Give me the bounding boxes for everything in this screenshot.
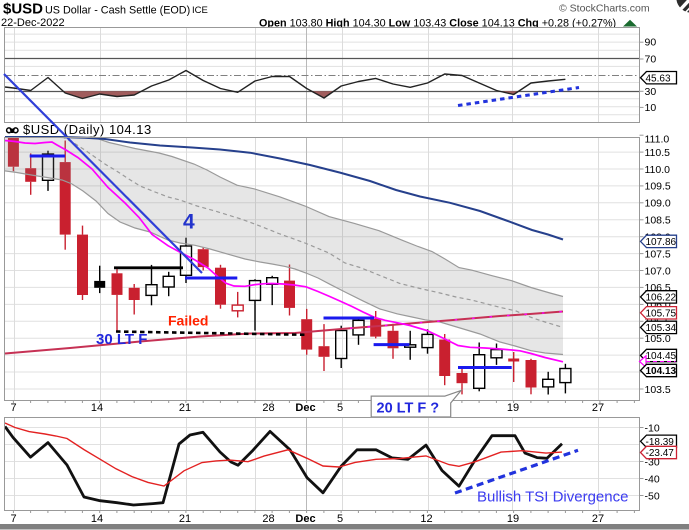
svg-text:30: 30 <box>645 86 657 98</box>
svg-text:US Dollar - Cash Settle (EOD): US Dollar - Cash Settle (EOD) <box>45 5 190 17</box>
svg-text:14: 14 <box>91 402 103 414</box>
svg-text:103.5: 103.5 <box>645 384 671 396</box>
svg-text:-18.39: -18.39 <box>646 437 675 448</box>
svg-text:7: 7 <box>10 402 16 414</box>
svg-text:10: 10 <box>645 102 657 114</box>
svg-text:21: 21 <box>179 402 191 414</box>
svg-text:28: 28 <box>262 513 274 525</box>
svg-text:© StockCharts.com: © StockCharts.com <box>559 3 650 15</box>
svg-text:22-Dec-2022: 22-Dec-2022 <box>1 17 65 29</box>
svg-text:27: 27 <box>592 513 604 525</box>
svg-text:Failed: Failed <box>168 313 208 329</box>
svg-text:106.22: 106.22 <box>646 293 677 304</box>
svg-text:30 LT F: 30 LT F <box>96 331 147 348</box>
svg-text:45.63: 45.63 <box>646 73 671 84</box>
svg-text:110.5: 110.5 <box>645 147 671 159</box>
svg-text:19: 19 <box>507 513 519 525</box>
svg-text:-50: -50 <box>645 490 660 502</box>
svg-text:109.0: 109.0 <box>645 198 671 210</box>
svg-text:104.13: 104.13 <box>646 366 677 377</box>
svg-text:5: 5 <box>337 402 343 414</box>
svg-text:28: 28 <box>262 402 274 414</box>
svg-text:-23.47: -23.47 <box>646 448 675 459</box>
svg-text:109.5: 109.5 <box>645 181 671 193</box>
svg-text:110.0: 110.0 <box>645 164 671 176</box>
svg-text:90: 90 <box>645 37 657 49</box>
svg-text:4: 4 <box>183 211 195 234</box>
svg-text:107.86: 107.86 <box>646 237 677 248</box>
svg-text:14: 14 <box>91 513 103 525</box>
svg-text:105.34: 105.34 <box>646 323 677 334</box>
svg-text:108.5: 108.5 <box>645 215 671 227</box>
svg-text:105.75: 105.75 <box>646 308 677 319</box>
svg-text:5: 5 <box>337 513 343 525</box>
svg-text:-40: -40 <box>645 473 660 485</box>
svg-text:Dec: Dec <box>295 402 315 414</box>
svg-text:$USD (Daily) 104.13: $USD (Daily) 104.13 <box>23 122 152 137</box>
svg-text:111.0: 111.0 <box>645 133 670 145</box>
svg-text:Dec: Dec <box>295 513 315 525</box>
svg-text:107.0: 107.0 <box>645 265 671 277</box>
svg-text:12: 12 <box>420 513 432 525</box>
svg-text:-10: -10 <box>645 422 660 434</box>
svg-text:20 LT F ?: 20 LT F ? <box>377 401 440 417</box>
svg-text:ICE: ICE <box>192 5 208 16</box>
svg-text:Open 103.80 High 104.30 Low 10: Open 103.80 High 104.30 Low 103.43 Close… <box>259 18 616 30</box>
svg-text:105.0: 105.0 <box>645 333 671 345</box>
svg-text:Bullish TSI Divergence: Bullish TSI Divergence <box>477 489 628 506</box>
svg-text:107.5: 107.5 <box>645 248 671 260</box>
svg-text:7: 7 <box>10 513 16 525</box>
svg-text:104.45: 104.45 <box>646 351 677 362</box>
svg-text:27: 27 <box>592 402 604 414</box>
svg-text:19: 19 <box>507 402 519 414</box>
svg-text:70: 70 <box>645 54 657 66</box>
svg-text:$USD: $USD <box>3 1 43 18</box>
svg-text:21: 21 <box>179 513 191 525</box>
